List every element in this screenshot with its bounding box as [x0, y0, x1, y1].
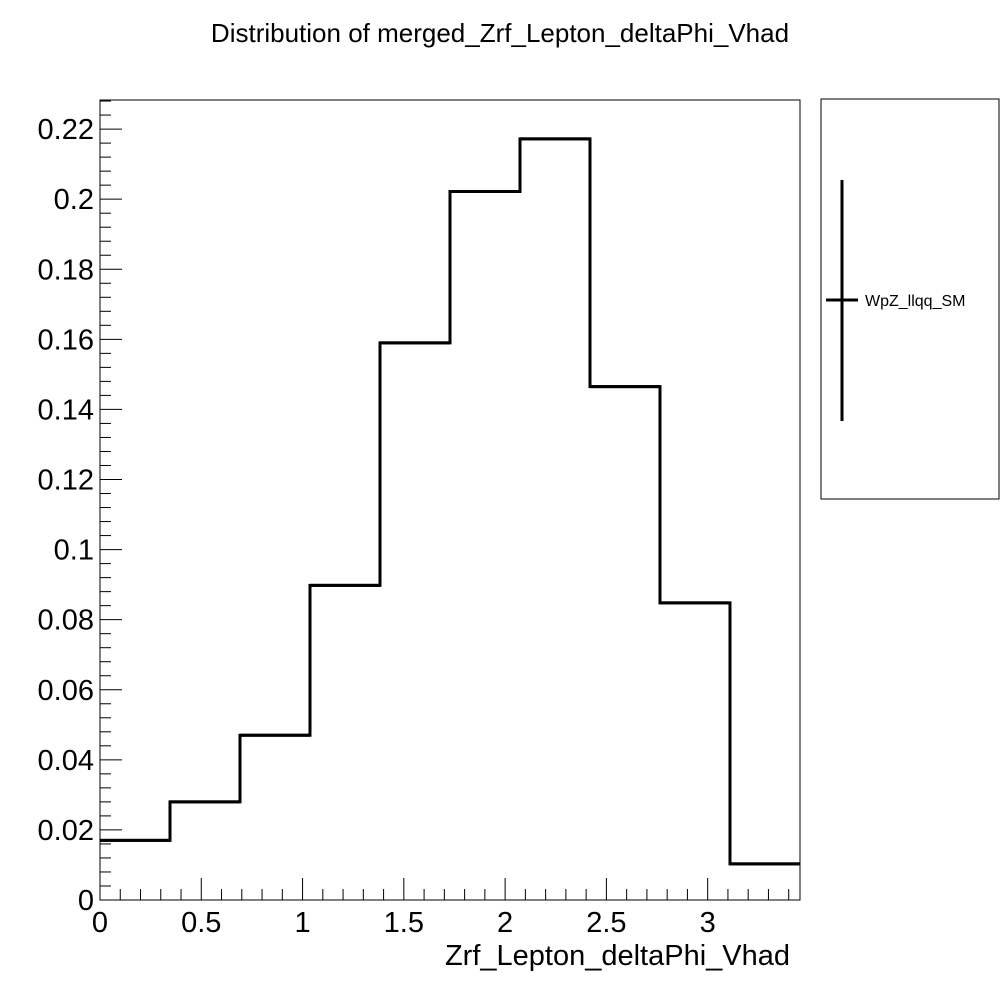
y-tick-label: 0.02 [38, 815, 94, 847]
y-tick-label: 0 [78, 885, 94, 917]
y-tick-label: 0.16 [38, 324, 94, 356]
x-tick-label: 0 [92, 907, 108, 939]
x-tick-label: 1.5 [384, 907, 424, 939]
y-tick-label: 0.1 [54, 535, 94, 567]
y-axis-ticks [100, 128, 122, 901]
x-axis-label: Zrf_Lepton_deltaPhi_Vhad [445, 940, 790, 972]
x-tick-label: 1 [294, 907, 310, 939]
x-tick-label: 3 [700, 907, 716, 939]
x-tick-labels: 0 0.5 1 1.5 2 2.5 3 [92, 907, 716, 939]
legend-marker-icon [826, 180, 858, 421]
x-tick-label: 2.5 [586, 907, 626, 939]
y-tick-label: 0.06 [38, 675, 94, 707]
x-axis-ticks [99, 878, 709, 900]
y-tick-labels: 0 0.02 0.04 0.06 0.08 0.1 0.12 0.14 0.16 0.18 0.2 0… [38, 114, 94, 917]
y-tick-label: 0.08 [38, 605, 94, 637]
x-tick-label: 2 [497, 907, 513, 939]
histogram-bins [100, 137, 800, 866]
y-minor-ticks [100, 100, 111, 887]
x-tick-label: 0.5 [181, 907, 221, 939]
x-minor-ticks [119, 889, 790, 900]
y-tick-label: 0.22 [38, 114, 94, 146]
chart-title: Distribution of merged_Zrf_Lepton_deltaP… [211, 18, 789, 48]
histogram-outline [100, 137, 800, 866]
y-tick-label: 0.2 [54, 184, 94, 216]
y-tick-label: 0.18 [38, 254, 94, 286]
y-tick-label: 0.12 [38, 465, 94, 497]
y-tick-label: 0.04 [38, 745, 94, 777]
plot-frame [99, 99, 801, 901]
legend-entry-label: WpZ_llqq_SM [865, 293, 965, 310]
y-tick-label: 0.14 [38, 394, 94, 426]
